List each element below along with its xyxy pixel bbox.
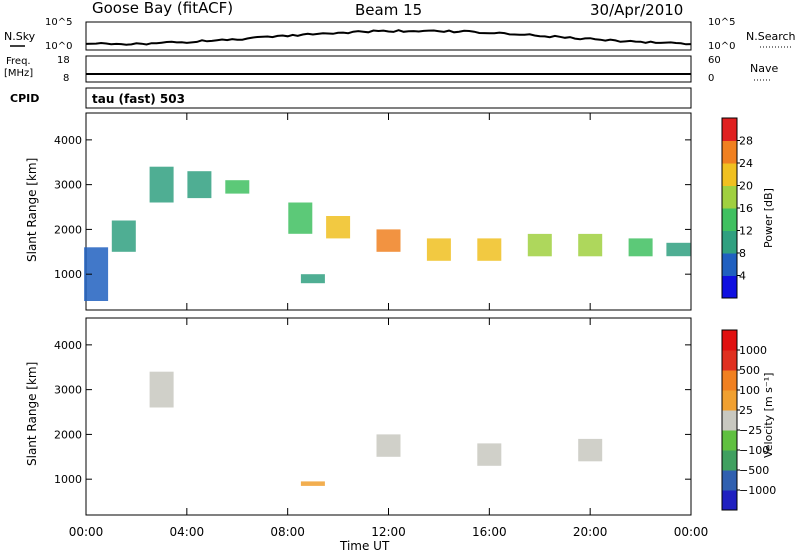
- velocity-y-ticks: 1000 2000 3000 4000: [54, 339, 691, 486]
- colorbar-tick-label: 8: [739, 247, 746, 260]
- colorbar-swatch: [722, 231, 737, 254]
- colorbar-tick-label: 4: [739, 270, 746, 283]
- colorbar-swatch: [722, 186, 737, 209]
- colorbar-swatch: [722, 208, 737, 231]
- x-tick-label: 08:00: [270, 525, 305, 539]
- colorbar-tick-label: 20: [739, 180, 753, 193]
- data-cell: [666, 243, 690, 256]
- colorbar-tick-label: 100: [739, 384, 760, 397]
- colorbar-tick-label: 1000: [739, 344, 767, 357]
- power-colorbar: 4 8 12 16 20 24 28: [722, 118, 753, 299]
- data-cell: [326, 216, 350, 238]
- x-tick-label: 16:00: [472, 525, 507, 539]
- data-cell: [150, 372, 174, 408]
- y-tick-label: 4000: [54, 339, 82, 352]
- freq-label-1: Freq.: [6, 56, 31, 67]
- nsky-bottom-tick: 10^0: [45, 41, 72, 52]
- power-data-marks: [84, 167, 690, 301]
- colorbar-swatch: [722, 276, 737, 299]
- velocity-panel-frame: [86, 318, 691, 515]
- colorbar-swatch: [722, 470, 737, 491]
- y-tick-label: 3000: [54, 179, 82, 192]
- cpid-label: CPID: [10, 92, 39, 105]
- data-cell: [528, 234, 552, 256]
- colorbar-swatch: [722, 430, 737, 451]
- colorbar-swatch: [722, 390, 737, 411]
- power-y-ticks: 1000 2000 3000 4000: [54, 134, 691, 281]
- velocity-data-marks: [150, 372, 603, 486]
- nave-bottom-tick: 0: [708, 73, 714, 84]
- x-tick-label: 20:00: [573, 525, 608, 539]
- date-title: 30/Apr/2010: [590, 1, 683, 19]
- colorbar-swatch: [722, 141, 737, 164]
- data-cell: [578, 439, 602, 461]
- data-cell: [377, 434, 401, 456]
- colorbar-tick-label: 12: [739, 225, 753, 238]
- freq-bottom-tick: 8: [63, 73, 69, 84]
- y-tick-label: 1000: [54, 473, 82, 486]
- data-cell: [112, 221, 136, 252]
- colorbar-swatch: [722, 370, 737, 391]
- colorbar-tick-label: 500: [739, 364, 760, 377]
- nave-label: Nave: [750, 62, 778, 75]
- colorbar-swatch: [722, 163, 737, 186]
- nsearch-top-tick: 10^5: [708, 17, 735, 28]
- data-cell: [288, 203, 312, 234]
- data-cell: [427, 238, 451, 260]
- x-tick-label: 12:00: [371, 525, 406, 539]
- colorbar-swatch: [722, 253, 737, 276]
- nsky-strip-frame: [86, 22, 691, 50]
- freq-strip-frame: [86, 56, 691, 82]
- data-cell: [477, 238, 501, 260]
- colorbar-tick-label: −500: [739, 464, 769, 477]
- power-colorbar-label: Power [dB]: [762, 188, 775, 248]
- beam-title: Beam 15: [355, 1, 422, 19]
- colorbar-tick-label: 25: [739, 404, 753, 417]
- x-tick-label: 00:00: [69, 525, 104, 539]
- colorbar-swatch: [722, 350, 737, 371]
- velocity-y-axis-label: Slant Range [km]: [25, 362, 39, 466]
- data-cell: [150, 167, 174, 203]
- data-cell: [301, 481, 325, 486]
- colorbar-swatch: [722, 450, 737, 471]
- y-tick-label: 2000: [54, 428, 82, 441]
- x-axis-label: Time UT: [339, 539, 390, 553]
- data-cell: [225, 180, 249, 193]
- velocity-colorbar-label: Velocity [m s⁻¹]: [762, 373, 775, 458]
- y-tick-label: 1000: [54, 268, 82, 281]
- colorbar-swatch: [722, 410, 737, 431]
- nsky-label: N.Sky: [4, 30, 36, 43]
- colorbar-tick-label: 16: [739, 202, 753, 215]
- data-cell: [578, 234, 602, 256]
- freq-top-tick: 18: [57, 55, 70, 66]
- data-cell: [629, 238, 653, 256]
- colorbar-swatch: [722, 118, 737, 141]
- nsearch-label: N.Search: [746, 30, 796, 43]
- x-tick-label: 00:00: [674, 525, 709, 539]
- x-tick-label: 04:00: [170, 525, 205, 539]
- data-cell: [377, 229, 401, 251]
- radar-summary-plot: Goose Bay (fitACF) Beam 15 30/Apr/2010 N…: [0, 0, 800, 554]
- nave-top-tick: 60: [708, 55, 721, 66]
- data-cell: [477, 443, 501, 465]
- colorbar-swatch: [722, 330, 737, 351]
- colorbar-tick-label: −1000: [739, 484, 776, 497]
- nsearch-bottom-tick: 10^0: [708, 41, 735, 52]
- station-title: Goose Bay (fitACF): [92, 0, 233, 17]
- y-tick-label: 4000: [54, 134, 82, 147]
- colorbar-tick-label: −25: [739, 424, 762, 437]
- colorbar-tick-label: 28: [739, 135, 753, 148]
- nsky-top-tick: 10^5: [45, 17, 72, 28]
- data-cell: [187, 171, 211, 198]
- data-cell: [301, 274, 325, 283]
- cpid-value: tau (fast) 503: [92, 92, 185, 106]
- power-y-axis-label: Slant Range [km]: [25, 158, 39, 262]
- y-tick-label: 3000: [54, 384, 82, 397]
- colorbar-swatch: [722, 490, 737, 511]
- y-tick-label: 2000: [54, 223, 82, 236]
- power-panel-frame: [86, 113, 691, 310]
- colorbar-tick-label: 24: [739, 157, 753, 170]
- freq-label-2: [MHz]: [4, 68, 33, 79]
- nsky-curve: [86, 30, 691, 45]
